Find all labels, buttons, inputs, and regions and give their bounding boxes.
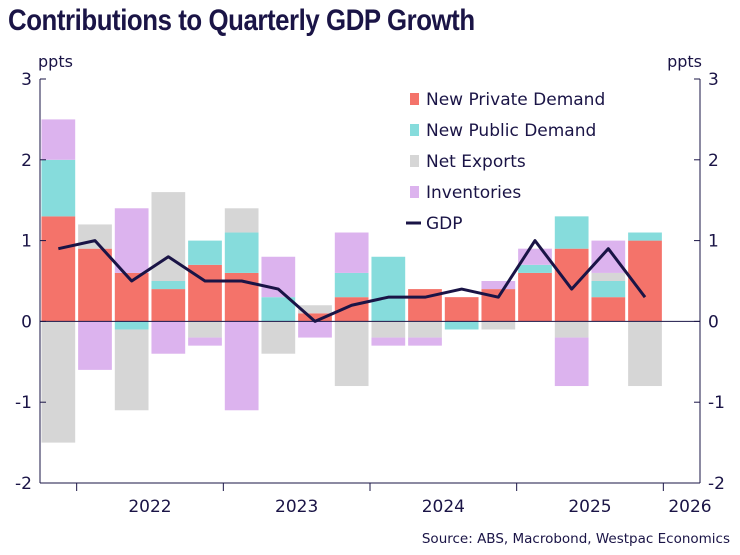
- gdp-line: [58, 239, 647, 323]
- bar-net-exports-1: [78, 224, 112, 249]
- bar-net-exports-4: [188, 321, 222, 338]
- legend-label-net-exports: Net Exports: [426, 152, 526, 172]
- y-tick-label-right: 2: [708, 151, 719, 171]
- bar-net-exports-12: [481, 321, 516, 330]
- x-tick-label-2024: 2024: [422, 497, 465, 517]
- y-tick-label-left: -1: [15, 393, 32, 413]
- bar-inventories-15: [591, 240, 626, 273]
- bar-new-public-demand-0: [41, 159, 76, 217]
- bar-new-public-demand-11: [444, 321, 479, 330]
- x-tick-label-2025: 2025: [568, 497, 611, 517]
- y-tick-label-left: -2: [15, 474, 32, 494]
- bar-net-exports-16: [628, 321, 662, 387]
- bar-new-private-demand-7: [298, 313, 332, 322]
- bar-new-private-demand-14: [554, 248, 589, 322]
- legend-label-inventories: Inventories: [426, 183, 521, 203]
- y-tick-label-left: 2: [21, 151, 32, 171]
- bar-net-exports-6: [261, 321, 296, 354]
- y-tick-label-left: 1: [21, 232, 32, 252]
- x-tick-label-2022: 2022: [128, 497, 171, 517]
- bar-net-exports-14: [554, 321, 589, 338]
- y-axis-label-right: ppts: [667, 52, 702, 71]
- bar-inventories-0: [41, 119, 76, 160]
- bar-net-exports-8: [334, 321, 369, 387]
- bar-net-exports-3: [151, 192, 186, 281]
- bar-new-public-demand-5: [224, 232, 259, 273]
- bar-inventories-7: [298, 321, 332, 338]
- y-tick-label-right: -2: [708, 474, 725, 494]
- bar-new-private-demand-3: [151, 289, 186, 322]
- bar-inventories-5: [224, 321, 259, 411]
- x-tick-label-2026: 2026: [668, 497, 711, 517]
- legend-swatch-inventories: [410, 186, 419, 198]
- bar-new-public-demand-14: [554, 216, 589, 249]
- bar-new-private-demand-15: [591, 297, 626, 322]
- legend-label-gdp: GDP: [426, 214, 463, 234]
- bar-net-exports-9: [371, 321, 406, 338]
- bar-new-public-demand-8: [334, 272, 369, 298]
- y-tick-label-left: 3: [21, 70, 32, 90]
- source-note: Source: ABS, Macrobond, Westpac Economic…: [421, 531, 730, 547]
- bar-new-public-demand-6: [261, 297, 296, 322]
- bar-inventories-3: [151, 321, 186, 354]
- bar-inventories-2: [114, 208, 149, 273]
- bar-inventories-4: [188, 337, 222, 346]
- bar-inventories-14: [554, 337, 589, 387]
- bar-net-exports-15: [591, 272, 626, 281]
- bar-inventories-8: [334, 232, 369, 273]
- legend: New Private Demand New Public Demand Net E…: [406, 90, 605, 234]
- y-axis-label-left: ppts: [38, 52, 73, 71]
- bar-new-public-demand-16: [628, 232, 662, 241]
- bar-inventories-10: [408, 337, 442, 346]
- bar-new-public-demand-9: [371, 256, 406, 322]
- x-tick-label-2023: 2023: [275, 497, 318, 517]
- bars-layer: [41, 119, 662, 443]
- bar-new-public-demand-4: [188, 240, 222, 265]
- y-tick-label-right: 0: [708, 312, 719, 332]
- bar-net-exports-5: [224, 208, 259, 233]
- legend-swatch-net-exports: [410, 155, 419, 167]
- legend-swatch-new-public-demand: [410, 124, 419, 136]
- bar-new-private-demand-13: [518, 272, 552, 322]
- bar-new-public-demand-3: [151, 281, 186, 290]
- gdp-line-layer: [58, 239, 647, 323]
- y-tick-label-right: 3: [708, 70, 719, 90]
- bar-new-private-demand-0: [41, 216, 76, 322]
- legend-label-new-public-demand: New Public Demand: [426, 121, 596, 141]
- y-tick-label-right: 1: [708, 232, 719, 252]
- axes-layer: -2 -2 -1 -1 0 0 1 1 2 2 3 3 ppts ppts 2022 2023 2024 2025…: [15, 52, 725, 517]
- bar-new-private-demand-1: [78, 248, 112, 322]
- bar-inventories-6: [261, 256, 296, 298]
- chart-title: Contributions to Quarterly GDP Growth: [8, 4, 475, 37]
- legend-swatch-new-private-demand: [410, 93, 419, 105]
- bar-new-public-demand-2: [114, 321, 149, 330]
- bar-inventories-1: [78, 321, 112, 370]
- y-tick-label-left: 0: [21, 312, 32, 332]
- bar-net-exports-2: [114, 329, 149, 411]
- bar-new-public-demand-13: [518, 264, 552, 273]
- bar-net-exports-0: [41, 321, 76, 443]
- legend-label-new-private-demand: New Private Demand: [426, 90, 605, 110]
- y-tick-label-right: -1: [708, 393, 725, 413]
- bar-inventories-12: [481, 281, 516, 290]
- bar-inventories-9: [371, 337, 406, 346]
- bar-new-public-demand-15: [591, 281, 626, 298]
- bar-net-exports-10: [408, 321, 442, 338]
- bar-new-private-demand-11: [444, 297, 479, 322]
- bar-net-exports-7: [298, 305, 332, 314]
